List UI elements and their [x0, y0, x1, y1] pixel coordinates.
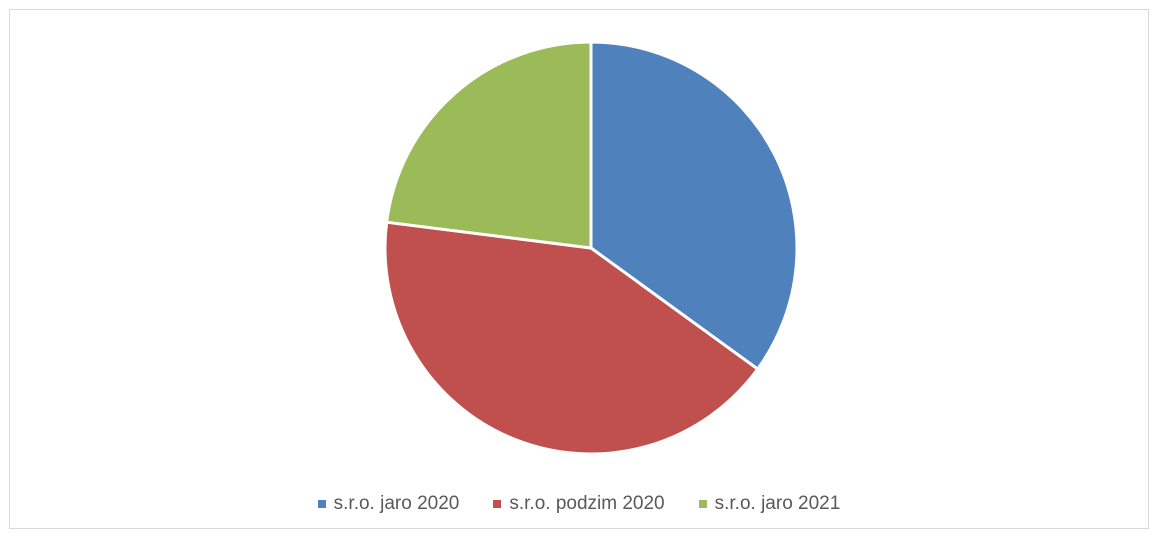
legend-swatch-3: [698, 500, 707, 508]
legend-item-2: s.r.o. podzim 2020: [493, 493, 665, 515]
legend-item-3: s.r.o. jaro 2021: [698, 493, 841, 515]
legend-label-1: s.r.o. jaro 2020: [333, 493, 460, 514]
legend: s.r.o. jaro 2020 s.r.o. podzim 2020 s.r.o.…: [10, 493, 1148, 515]
chart-area: s.r.o. jaro 2020 s.r.o. podzim 2020 s.r.o.…: [9, 9, 1149, 529]
legend-label-3: s.r.o. jaro 2021: [714, 493, 841, 514]
legend-label-2: s.r.o. podzim 2020: [509, 493, 665, 514]
legend-swatch-1: [317, 500, 326, 508]
pie-slice-1: [589, 40, 799, 371]
legend-item-1: s.r.o. jaro 2020: [317, 493, 460, 515]
pie-chart: [383, 40, 799, 456]
pie-slice-3: [385, 40, 593, 250]
pie-slice-2: [383, 220, 760, 456]
legend-swatch-2: [493, 500, 502, 508]
